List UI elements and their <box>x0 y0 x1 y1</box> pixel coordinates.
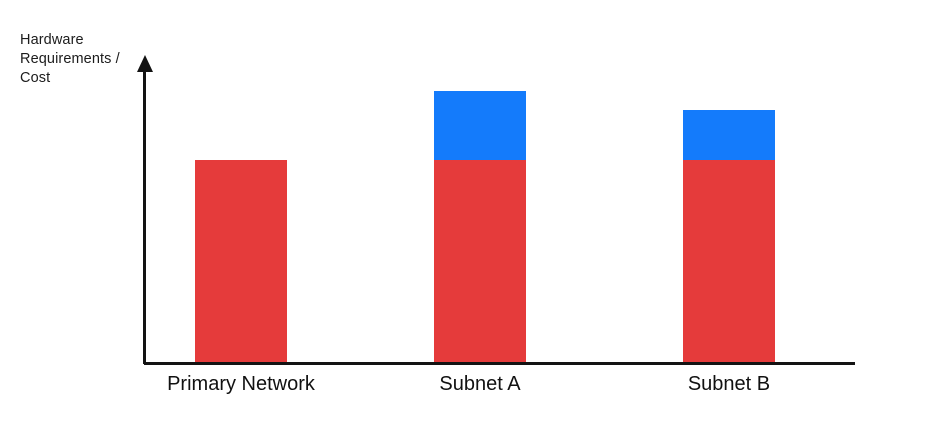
bar-segment-base-requirement <box>683 160 775 362</box>
bar-primary-network <box>195 160 287 362</box>
bar-segment-base-requirement <box>195 160 287 362</box>
x-label-subnet-b: Subnet B <box>687 373 771 395</box>
x-label-subnet-a: Subnet A <box>439 373 521 395</box>
bar-segment-base-requirement <box>434 160 526 362</box>
y-axis-arrow-icon <box>136 55 153 72</box>
bar-subnet-b <box>683 109 775 362</box>
plot-area <box>144 59 855 362</box>
x-axis-line <box>144 362 855 365</box>
bar-segment-additional-overhead <box>683 109 775 160</box>
bar-segment-additional-overhead <box>434 91 526 160</box>
bar-subnet-a <box>434 91 526 362</box>
y-axis-label: Hardware Requirements / Cost <box>20 32 120 86</box>
y-axis-line <box>143 70 146 364</box>
x-label-primary-network: Primary Network <box>167 373 315 395</box>
